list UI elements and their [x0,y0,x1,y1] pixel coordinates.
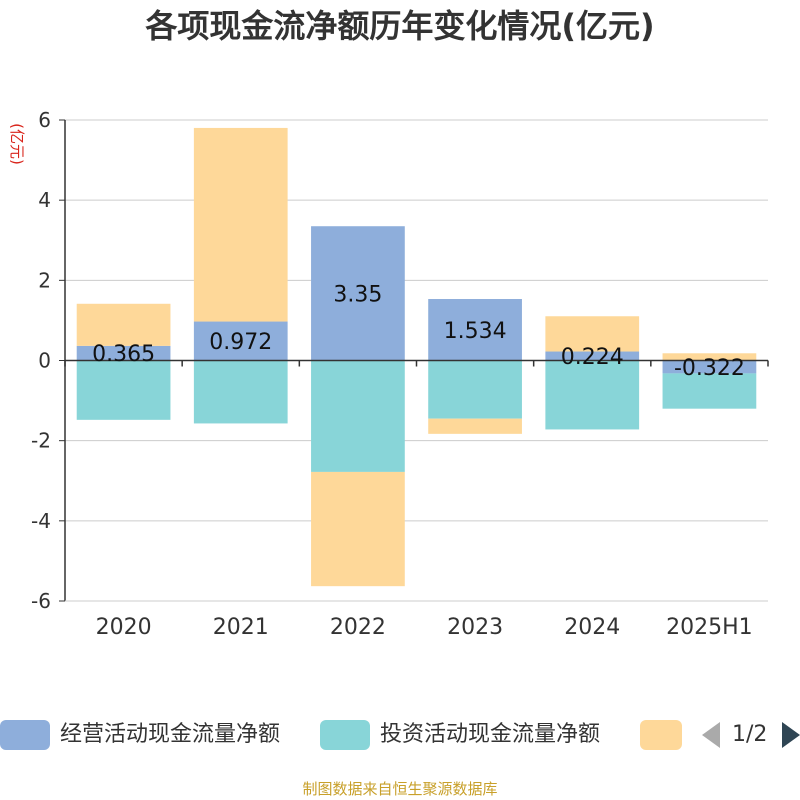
data-labels: 0.365 0.972 3.35 1.534 0.224 -0.322 [92,282,745,381]
data-label: 3.35 [333,282,382,307]
bar-segment [662,353,757,361]
chart-title: 各项现金流净额历年变化情况(亿元) [145,7,655,45]
legend-swatch [320,720,370,750]
x-tick-label: 2022 [330,615,386,640]
bar-segment [193,321,288,361]
bar-segment [311,360,405,472]
bars [76,127,757,587]
legend-next-arrow-icon[interactable] [782,722,800,748]
data-label: 1.534 [444,319,507,344]
stacked-bar-chart: -6 -4 -2 0 2 4 6 2020 2021 2022 2023 2024 2025H1 (亿元)… [8,108,769,640]
x-tick-label: 2024 [564,615,620,640]
bar-segment [193,127,288,322]
bar-segment [311,471,405,587]
bar-segment [662,360,757,374]
axes: -6 -4 -2 0 2 4 6 2020 2021 2022 2023 2024 2025H1 (亿元) [8,108,769,640]
x-tick-label: 2023 [447,615,503,640]
data-label: 0.365 [92,342,155,367]
legend-page-indicator: 1/2 [732,722,768,747]
bar-segment [662,373,757,409]
legend-swatch [0,720,50,750]
bar-segment [76,360,171,420]
x-tick-label: 2020 [96,615,152,640]
x-tick-label: 2021 [213,615,269,640]
legend-label: 经营活动现金流量净额 [60,722,281,747]
y-axis-unit-label: (亿元) [8,123,26,165]
y-tick-label: 4 [38,188,51,212]
data-label: 0.224 [561,345,624,370]
y-tick-label: -4 [31,509,51,533]
legend-label: 投资活动现金流量净额 [380,722,601,747]
legend-prev-arrow-icon[interactable] [702,722,720,748]
bar-segment [545,360,640,430]
bar-segment [428,418,522,434]
x-tick-label: 2025H1 [666,615,753,640]
bar-segment [545,351,640,361]
data-label: -0.322 [674,356,745,381]
y-tick-label: -2 [31,429,51,453]
y-tick-label: 2 [38,268,51,292]
y-tick-label: 0 [38,349,51,373]
bar-segment [311,226,405,361]
bar-segment [545,316,640,352]
legend: 经营活动现金流量净额 投资活动现金流量净额 1/2 [0,714,800,754]
legend-swatch [640,720,682,750]
y-tick-label: -6 [31,589,51,613]
bar-segment [428,299,522,361]
bar-segment [428,360,522,419]
source-note: 制图数据来自恒生聚源数据库 [302,780,498,798]
bar-segment [193,360,288,424]
bar-segment [76,303,171,346]
y-tick-label: 6 [38,108,51,132]
bar-segment [76,345,171,361]
data-label: 0.972 [209,330,272,355]
